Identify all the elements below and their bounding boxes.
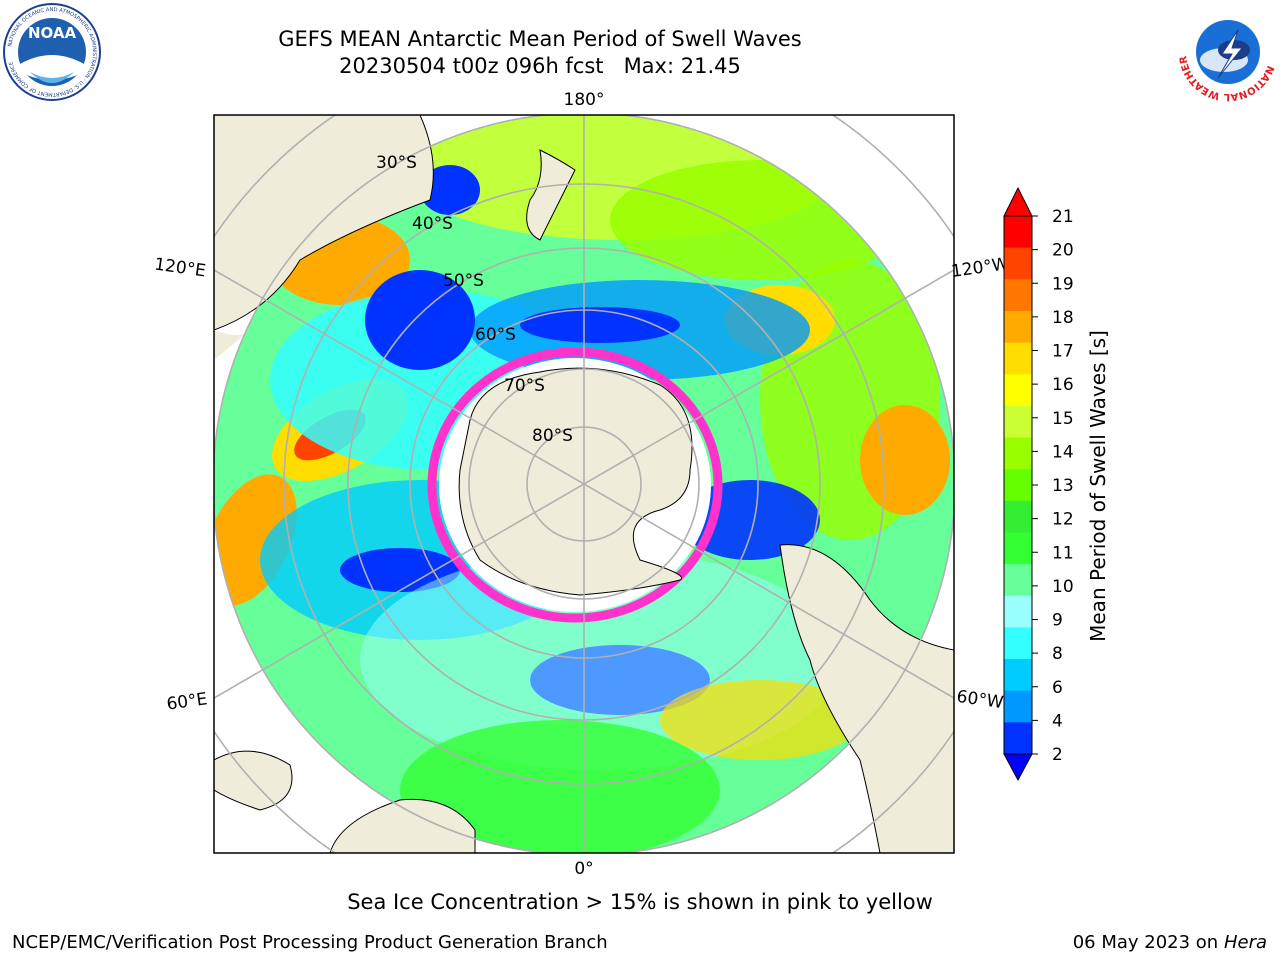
colorbar-under-arrow: [1003, 753, 1033, 782]
ocean-disc: [214, 115, 954, 853]
noaa-logo: NOAA NATIONAL OCEANIC AND ATMOSPHERIC AD…: [3, 3, 101, 101]
title-line-2: 20230504 t00z 096h fcst Max: 21.45: [339, 54, 741, 78]
colorbar-segment: [1004, 595, 1032, 628]
footer-credit: NCEP/EMC/Verification Post Processing Pr…: [12, 932, 608, 953]
colorbar-segment: [1004, 627, 1032, 660]
colorbar-tick-label: 20: [1052, 241, 1074, 261]
colorbar-segment: [1004, 216, 1032, 249]
colorbar-tick-label: 18: [1052, 308, 1074, 328]
footer-date-text: 06 May 2023 on: [1072, 932, 1219, 953]
map-frame: [213, 114, 955, 854]
colorbar-segment: [1004, 564, 1032, 597]
colorbar-tick-label: 4: [1052, 711, 1063, 731]
footer-date: 06 May 2023 on Hera: [1073, 932, 1267, 953]
lat-label-70s: 70°S: [504, 376, 545, 396]
lon-label-120w: 120°W: [950, 254, 1010, 282]
africa-land: [329, 798, 476, 853]
colorbar-segment: [1004, 310, 1032, 344]
lon-label-120e: 120°E: [153, 254, 207, 281]
colorbar-over-arrow: [1003, 186, 1033, 217]
footer-machine: Hera: [1223, 932, 1267, 953]
colorbar-segment: [1004, 342, 1032, 375]
title-line-1: GEFS MEAN Antarctic Mean Period of Swell…: [278, 27, 802, 51]
colorbar-tick-label: 21: [1052, 207, 1074, 227]
colorbar-tick-label: 13: [1052, 476, 1074, 496]
lon-label-0: 0°: [574, 859, 593, 879]
colorbar-tick-label: 12: [1052, 510, 1074, 530]
sea-ice-caption: Sea Ice Concentration > 15% is shown in …: [347, 890, 933, 914]
colorbar-tick-label: 10: [1052, 577, 1074, 597]
colorbar-tick-label: 17: [1052, 342, 1074, 362]
map-panel: [214, 115, 954, 853]
colorbar-tick-label: 8: [1052, 644, 1063, 664]
colorbar-tick-label: 11: [1052, 543, 1074, 563]
colorbar-segment: [1004, 500, 1032, 533]
colorbar-tick-label: 2: [1052, 745, 1063, 765]
colorbar-tick-label: 9: [1052, 611, 1063, 631]
nws-logo: NATIONAL WEATHER SERVICE: [1178, 2, 1276, 102]
colorbar-segment: [1004, 437, 1032, 470]
graticule: [214, 115, 954, 853]
colorbar-tick-label: 15: [1052, 409, 1074, 429]
colorbar-segment: [1004, 722, 1032, 755]
colorbar-segment: [1004, 374, 1032, 407]
lat-label-50s: 50°S: [443, 271, 484, 291]
colorbar-segment: [1004, 405, 1032, 439]
lat-label-40s: 40°S: [412, 214, 453, 234]
colorbar-segment: [1004, 532, 1032, 565]
colorbar: 2 4 6 8 9 10 11 12 13 14 15 16 17 18 19 20 21: [1003, 186, 1074, 782]
lon-label-60w: 60°W: [955, 687, 1004, 713]
lat-label-60s: 60°S: [475, 325, 516, 345]
colorbar-segment: [1004, 279, 1032, 312]
colorbar-segment: [1004, 469, 1032, 502]
noaa-logo-text: NOAA: [28, 24, 77, 42]
colorbar-tick-label: 16: [1052, 375, 1074, 395]
lon-label-60e: 60°E: [165, 689, 208, 714]
colorbar-segment: [1004, 247, 1032, 280]
colorbar-tick-label: 6: [1052, 678, 1063, 698]
colorbar-tick-label: 19: [1052, 274, 1074, 294]
lon-label-180: 180°: [564, 90, 605, 110]
colorbar-segment: [1004, 659, 1032, 692]
colorbar-label: Mean Period of Swell Waves [s]: [1086, 330, 1110, 642]
colorbar-tick-label: 14: [1052, 442, 1074, 462]
sea-ice-edge: [427, 347, 723, 623]
lat-label-80s: 80°S: [532, 426, 573, 446]
lat-label-30s: 30°S: [376, 153, 417, 173]
colorbar-segment: [1004, 690, 1032, 723]
